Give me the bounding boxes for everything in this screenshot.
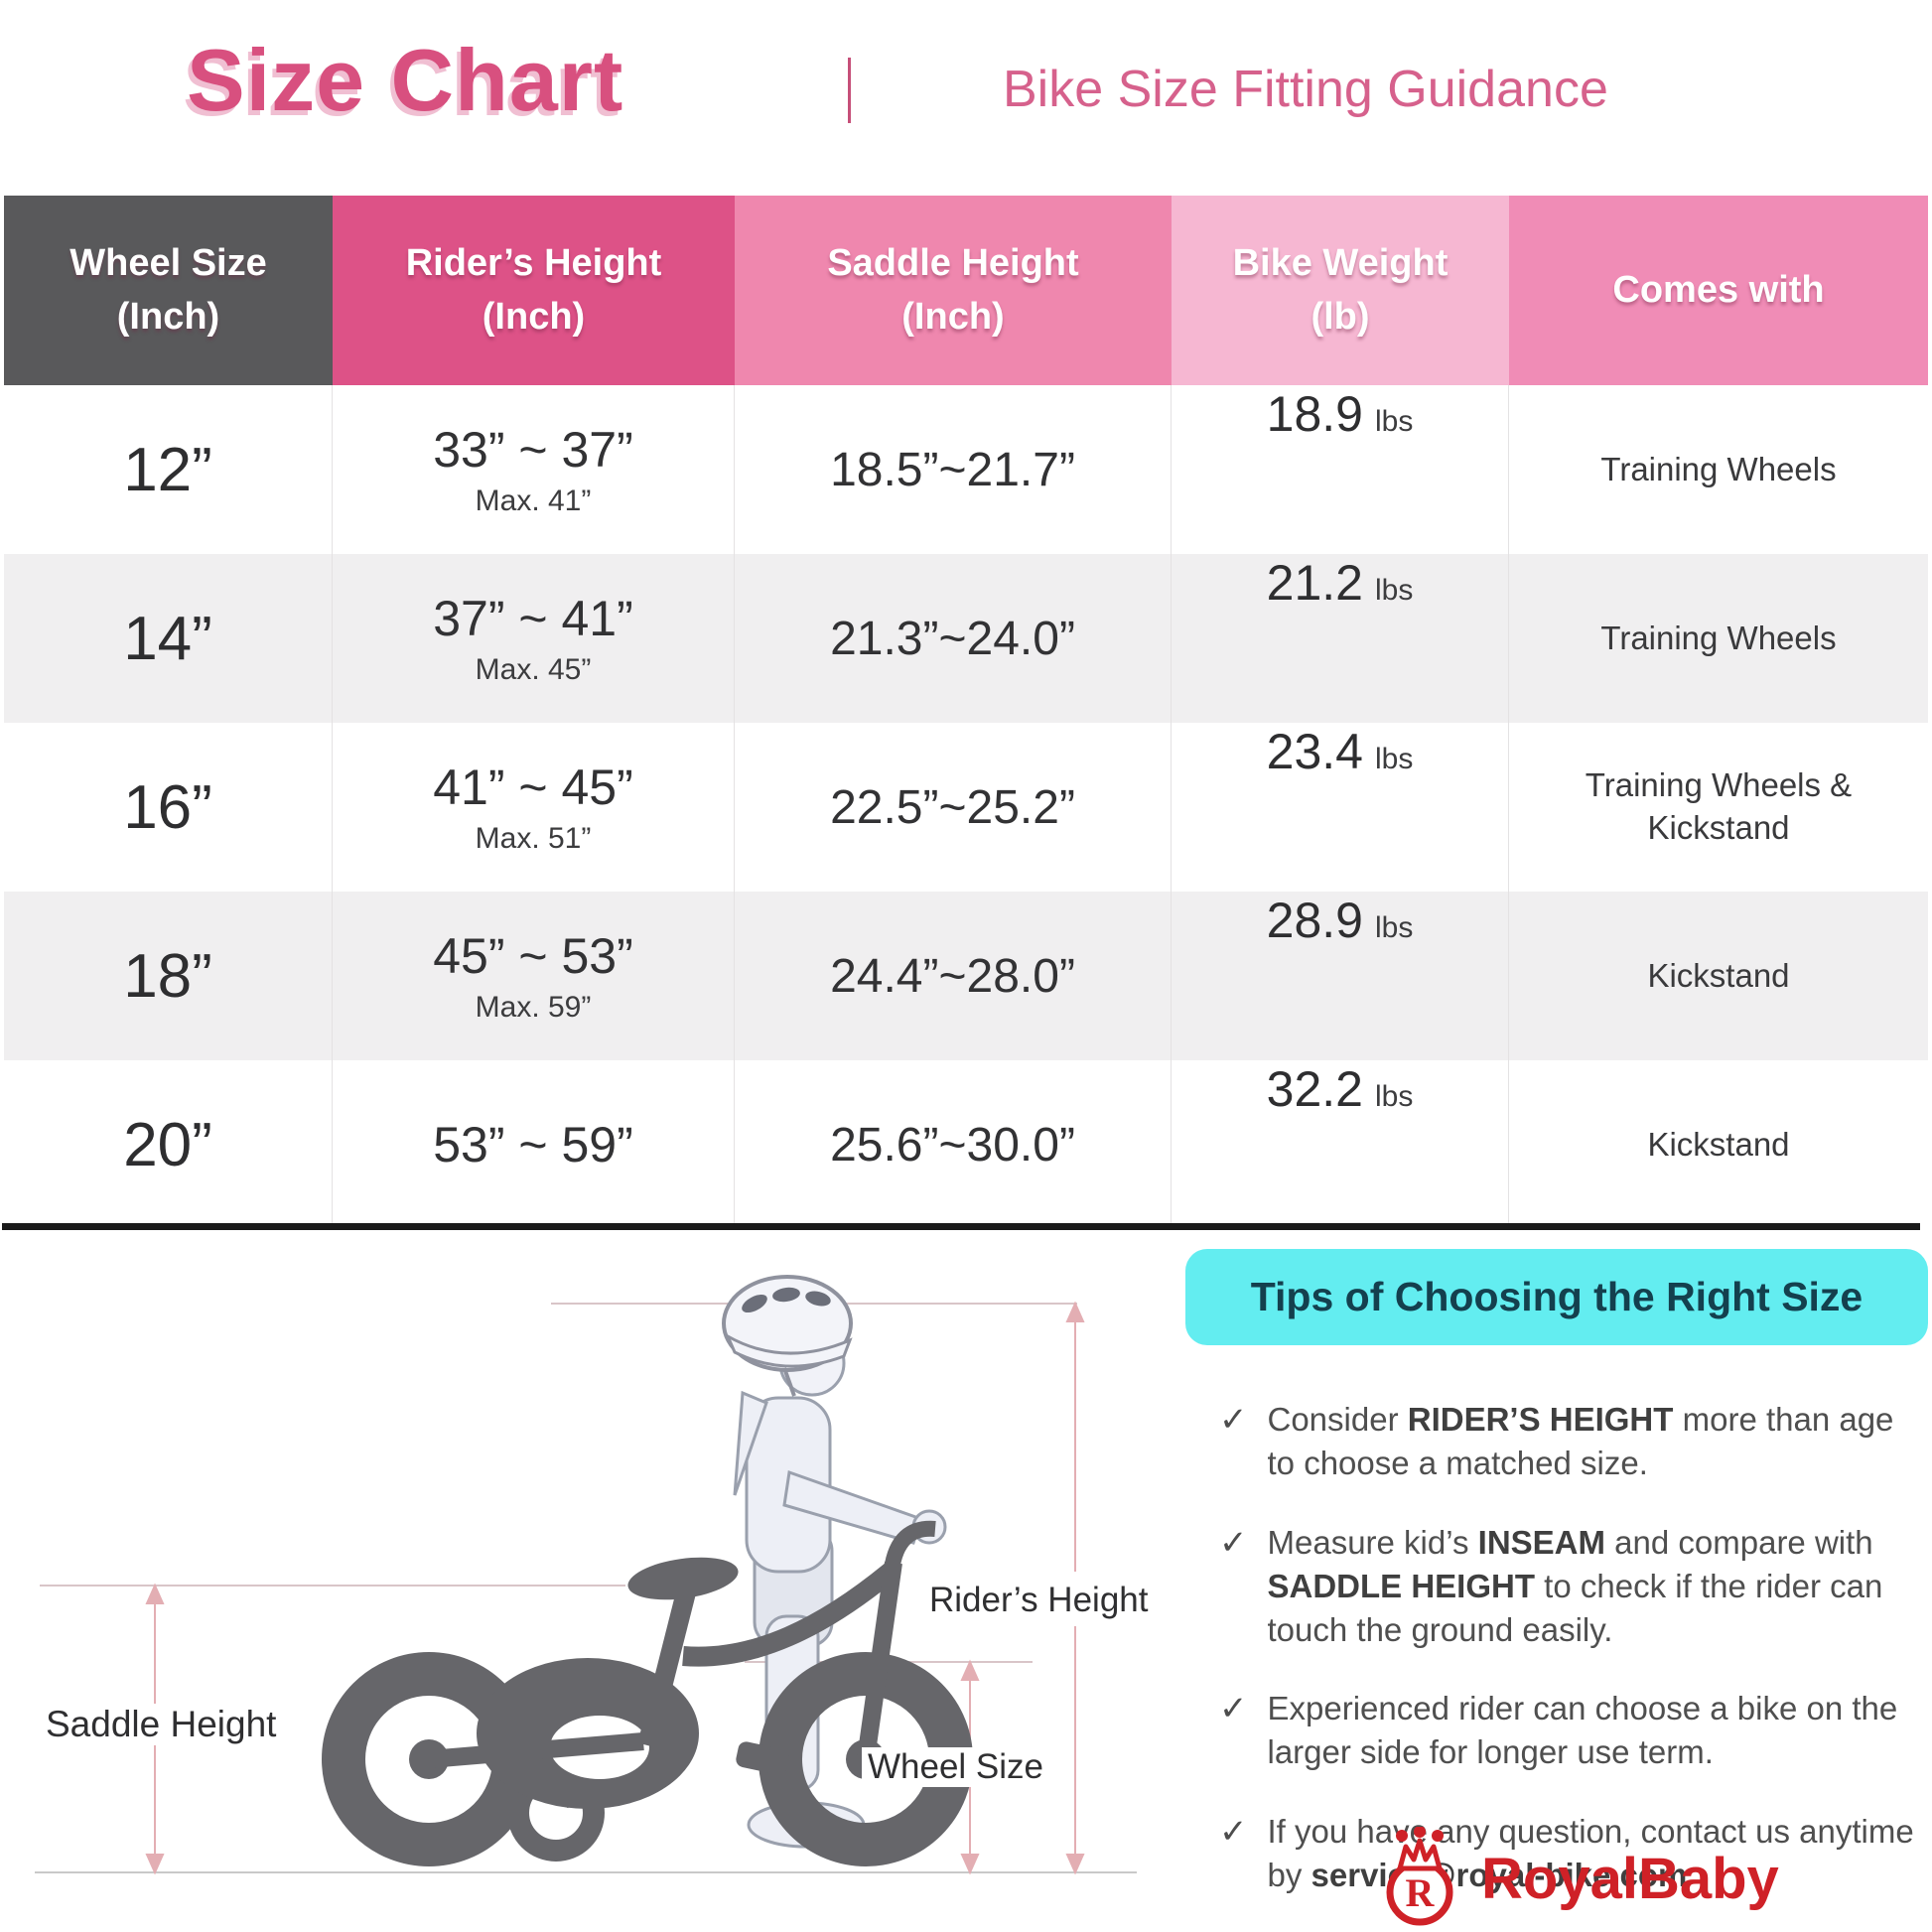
- size-table: Wheel Size (Inch) Rider’s Height (Inch) …: [4, 196, 1928, 1229]
- svg-text:R: R: [1406, 1870, 1436, 1915]
- table-bottom-divider: [2, 1223, 1920, 1230]
- column-header-bike-weight: Bike Weight (lb): [1172, 196, 1509, 385]
- rider-height-cell: 45” ~ 53” Max. 59”: [333, 892, 735, 1060]
- tip-item: ✓ Experienced rider can choose a bike on…: [1219, 1687, 1928, 1774]
- table-row: 12” 33” ~ 37” Max. 41” 18.5”~21.7” 18.9 lb…: [4, 385, 1928, 554]
- comes-with-cell: Training Wheels: [1509, 554, 1928, 723]
- tip-item: ✓ Measure kid’s INSEAM and compare with …: [1219, 1521, 1928, 1652]
- bike-weight-cell: 21.2 lbs: [1172, 554, 1509, 723]
- title-divider: [848, 58, 851, 123]
- tip-item: ✓ If you have any question, contact us a…: [1219, 1810, 1928, 1897]
- column-header-riders-height: Rider’s Height (Inch): [333, 196, 735, 385]
- wheel-size-cell: 16”: [4, 723, 333, 892]
- saddle-height-cell: 25.6”~30.0”: [735, 1060, 1172, 1229]
- wheel-size-cell: 12”: [4, 385, 333, 554]
- bike-weight-cell: 23.4 lbs: [1172, 723, 1509, 892]
- rider-height-cell: 33” ~ 37” Max. 41”: [333, 385, 735, 554]
- bike-weight-cell: 28.9 lbs: [1172, 892, 1509, 1060]
- brand-name: RoyalBaby: [1481, 1846, 1779, 1911]
- rider-height-label: Rider’s Height: [923, 1581, 1155, 1620]
- tips-title: Tips of Choosing the Right Size: [1250, 1274, 1863, 1319]
- page-title: Size Chart: [187, 31, 624, 129]
- comes-with-cell: Kickstand: [1509, 1060, 1928, 1229]
- saddle-height-label: Saddle Height: [40, 1704, 283, 1745]
- bike-weight-cell: 32.2 lbs: [1172, 1060, 1509, 1229]
- measurement-lines: [40, 1303, 1077, 1663]
- comes-with-cell: Training Wheels & Kickstand: [1509, 723, 1928, 892]
- comes-with-cell: Kickstand: [1509, 892, 1928, 1060]
- check-icon: ✓: [1219, 1813, 1248, 1852]
- column-header-saddle-height: Saddle Height (Inch): [735, 196, 1172, 385]
- tips-list: ✓ Consider RIDER’S HEIGHT more than age …: [1219, 1398, 1928, 1897]
- saddle-height-cell: 21.3”~24.0”: [735, 554, 1172, 723]
- rider-height-cell: 41” ~ 45” Max. 51”: [333, 723, 735, 892]
- bike-silhouette: [322, 1520, 973, 1866]
- tips-title-box: Tips of Choosing the Right Size: [1185, 1249, 1928, 1345]
- bike-fitting-diagram: [35, 1275, 1137, 1875]
- table-header-row: Wheel Size (Inch) Rider’s Height (Inch) …: [4, 196, 1928, 385]
- rider-height-cell: 37” ~ 41” Max. 45”: [333, 554, 735, 723]
- saddle-height-cell: 24.4”~28.0”: [735, 892, 1172, 1060]
- saddle-height-cell: 22.5”~25.2”: [735, 723, 1172, 892]
- wheel-size-cell: 20”: [4, 1060, 333, 1229]
- tip-text: Measure kid’s INSEAM and compare with SA…: [1267, 1523, 1883, 1648]
- rider-height-cell: 53” ~ 59”: [333, 1060, 735, 1229]
- tip-text: Experienced rider can choose a bike on t…: [1267, 1690, 1898, 1771]
- column-header-comes-with: Comes with: [1509, 196, 1928, 385]
- table-row: 18” 45” ~ 53” Max. 59” 24.4”~28.0” 28.9 lb…: [4, 892, 1928, 1060]
- comes-with-cell: Training Wheels: [1509, 385, 1928, 554]
- check-icon: ✓: [1219, 1523, 1248, 1562]
- saddle-height-cell: 18.5”~21.7”: [735, 385, 1172, 554]
- tip-text: Consider RIDER’S HEIGHT more than age to…: [1267, 1401, 1894, 1481]
- bike-weight-cell: 18.9 lbs: [1172, 385, 1509, 554]
- wheel-size-label: Wheel Size: [862, 1747, 1050, 1787]
- check-icon: ✓: [1219, 1690, 1248, 1728]
- tip-text: If you have any question, contact us any…: [1267, 1813, 1914, 1893]
- dimension-arrows: [145, 1301, 1085, 1875]
- wheel-size-cell: 14”: [4, 554, 333, 723]
- page-subtitle: Bike Size Fitting Guidance: [1003, 61, 1608, 118]
- wheel-size-cell: 18”: [4, 892, 333, 1060]
- brand-logo: R RoyalBaby: [1370, 1827, 1779, 1930]
- column-header-wheel-size: Wheel Size (Inch): [4, 196, 333, 385]
- royalbaby-crown-icon: R: [1386, 1827, 1453, 1926]
- table-row: 20” 53” ~ 59” 25.6”~30.0” 32.2 lbs Kickst…: [4, 1060, 1928, 1229]
- tip-item: ✓ Consider RIDER’S HEIGHT more than age …: [1219, 1398, 1928, 1485]
- table-row: 16” 41” ~ 45” Max. 51” 22.5”~25.2” 23.4 lb…: [4, 723, 1928, 892]
- table-row: 14” 37” ~ 41” Max. 45” 21.3”~24.0” 21.2 lb…: [4, 554, 1928, 723]
- check-icon: ✓: [1219, 1401, 1248, 1439]
